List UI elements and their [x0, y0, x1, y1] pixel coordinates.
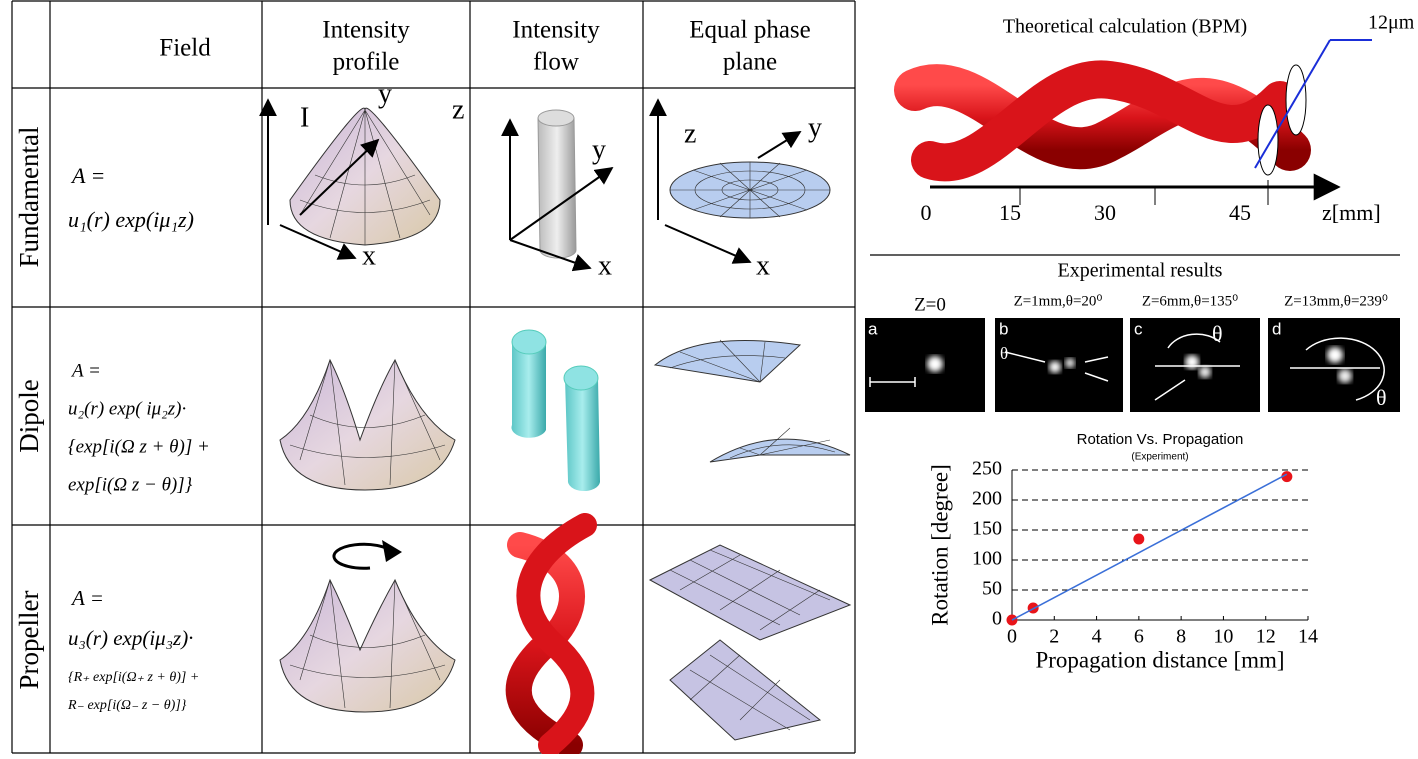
bpm-title: Theoretical calculation (BPM) — [1003, 16, 1247, 38]
axis-letter: x — [598, 250, 612, 281]
x-tick-label: 14 — [1298, 626, 1318, 648]
x-tick-label: 0 — [1007, 626, 1017, 648]
y-axis-label: Rotation [degree] — [927, 464, 952, 626]
axis-letter: x — [362, 240, 376, 271]
bpm-axis-label: z[mm] — [1322, 200, 1381, 225]
caption: Z=1mm,θ=20⁰ — [1014, 293, 1103, 309]
x-tick-label: 4 — [1092, 626, 1102, 648]
profile-propeller — [280, 540, 455, 712]
formula: R₋ exp[i(Ω₋ z − θ)]} — [67, 698, 187, 713]
bpm-width-label: 12μm — [1368, 12, 1415, 34]
x-tick-label: 6 — [1134, 626, 1144, 648]
formula: u₁(r) exp(iμ₁z) — [68, 207, 194, 232]
chart-title: Rotation Vs. Propagation — [1077, 431, 1244, 448]
formula: u₃(r) exp(iμ₃z)· — [68, 626, 193, 650]
y-tick-label: 150 — [972, 518, 1002, 540]
theta: θ — [1376, 385, 1387, 410]
formula: A = — [70, 360, 101, 381]
axis-letter: x — [756, 250, 770, 281]
figure: Field Intensity profile Intensity flow E… — [0, 0, 1418, 754]
axis-letter: z — [684, 118, 696, 149]
experiment-images — [865, 318, 1400, 412]
row-label: Propeller — [14, 591, 44, 690]
header: plane — [723, 49, 777, 76]
flow-propeller — [519, 525, 585, 745]
x-axis-label: Propagation distance [mm] — [1035, 647, 1284, 672]
panel-letter: b — [999, 319, 1008, 338]
formula: {R₊ exp[i(Ω₊ z + θ)] + — [68, 670, 199, 685]
axis-letter: y — [808, 112, 822, 143]
bpm-tick: 45 — [1229, 200, 1251, 225]
panel-letter: a — [868, 319, 878, 338]
header: profile — [333, 49, 400, 76]
data-point — [1133, 534, 1144, 545]
caption: Z=0 — [914, 294, 946, 315]
formula: A = — [70, 163, 105, 188]
caption: Z=13mm,θ=239⁰ — [1284, 293, 1388, 309]
phase-dipole — [655, 340, 850, 462]
axis-letter: y — [592, 134, 606, 165]
panel-letter: c — [1134, 319, 1143, 338]
header: Equal phase — [689, 17, 810, 44]
bpm-helix — [915, 40, 1372, 205]
x-tick-label: 8 — [1176, 626, 1186, 648]
page: { "table": { "headers": [["Field"], ["In… — [0, 0, 1418, 759]
formula: exp[i(Ω z − θ)]} — [68, 474, 193, 495]
axis-letter: y — [378, 78, 392, 109]
bpm-tick: 0 — [921, 200, 932, 225]
x-tick-label: 2 — [1049, 626, 1059, 648]
axis-letter: z — [452, 94, 464, 125]
panel-letter: d — [1272, 319, 1281, 338]
header: Intensity — [512, 17, 600, 44]
experiment-title: Experimental results — [1058, 260, 1223, 282]
chart: 0 50 100 150 200 250 0 2 4 6 8 10 12 14 — [972, 458, 1318, 648]
formula: {exp[i(Ω z + θ)] + — [68, 436, 210, 457]
y-tick-label: 250 — [972, 458, 1002, 480]
caption: Z=6mm,θ=135⁰ — [1142, 293, 1238, 309]
y-tick-label: 200 — [972, 488, 1002, 510]
y-tick-label: 0 — [992, 608, 1002, 630]
flow-dipole — [511, 330, 600, 491]
bpm-tick: 30 — [1094, 200, 1116, 225]
y-tick-label: 50 — [982, 578, 1002, 600]
header: flow — [533, 49, 579, 76]
bpm-tick: 15 — [999, 200, 1021, 225]
axis-letter: I — [300, 102, 309, 133]
profile-dipole — [280, 360, 455, 490]
phase-propeller — [650, 545, 850, 740]
trend-line — [1012, 474, 1287, 620]
formula: A = — [70, 586, 104, 610]
row-label: Fundamental — [14, 127, 44, 268]
y-tick-label: 100 — [972, 548, 1002, 570]
profile-fundamental — [268, 100, 440, 258]
chart-subtitle: (Experiment) — [1131, 452, 1188, 463]
formula: u₂(r) exp( iμ₂z)· — [68, 398, 186, 419]
header: Field — [159, 35, 211, 62]
x-tick-label: 12 — [1256, 626, 1276, 648]
theta: θ — [1000, 344, 1008, 363]
header: Intensity — [322, 17, 410, 44]
x-tick-label: 10 — [1213, 626, 1233, 648]
row-label: Dipole — [14, 379, 44, 453]
theta: θ — [1212, 321, 1223, 346]
